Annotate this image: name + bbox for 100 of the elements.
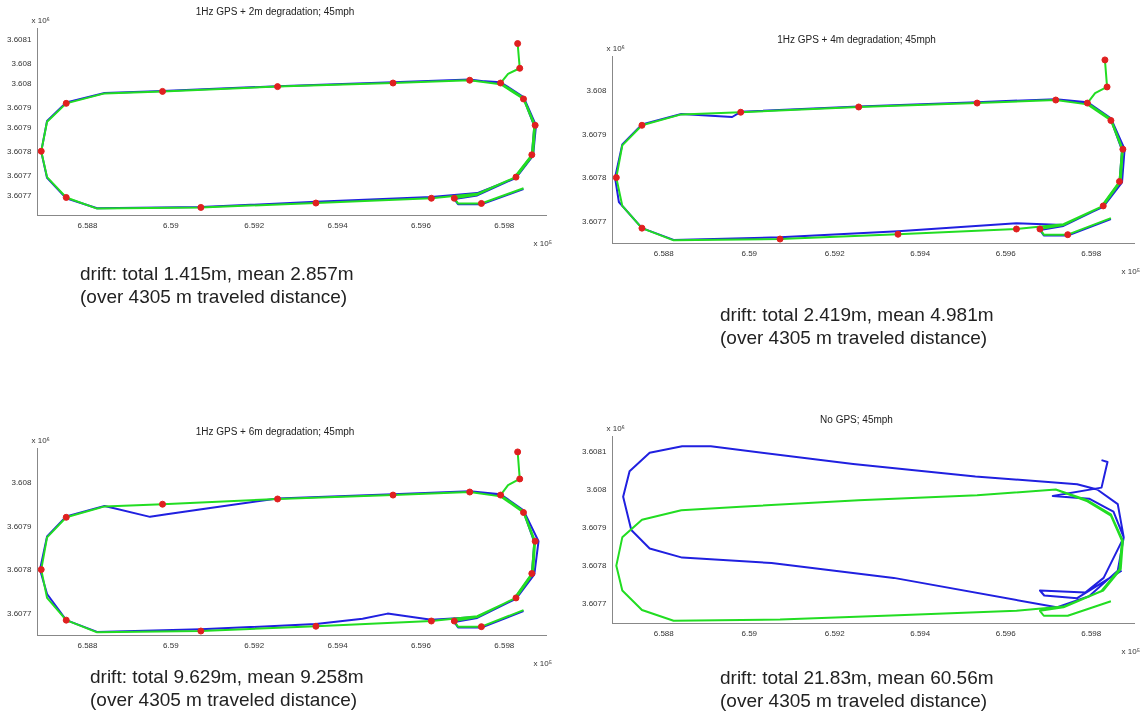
- point: [528, 570, 536, 578]
- point: [274, 83, 282, 91]
- x-tick-label: 6.588: [77, 221, 99, 231]
- x-tick-label: 6.594: [910, 629, 931, 639]
- x-tick-label: 6.588: [653, 629, 675, 639]
- text: (over 4305 m traveled distance): [720, 689, 988, 712]
- point: [737, 108, 745, 116]
- y-tick-label: 3.6078: [7, 146, 33, 156]
- point: [450, 194, 458, 202]
- text: (over 4305 m traveled distance): [90, 688, 358, 711]
- point: [62, 99, 70, 107]
- point: [855, 103, 863, 111]
- x-tick-label: 6.592: [244, 221, 265, 231]
- point: [519, 509, 527, 516]
- point: [776, 235, 784, 243]
- y-tick-label: 3.6079: [7, 122, 33, 132]
- point: [466, 488, 474, 496]
- point: [638, 224, 646, 232]
- point: [477, 623, 485, 631]
- y-tick-label: 3.6077: [582, 216, 608, 226]
- text: drift: total 2.419m, mean 4.981m: [720, 303, 994, 326]
- point: [159, 500, 167, 508]
- point: [37, 147, 45, 155]
- y-tick-label: 3.6077: [7, 170, 33, 180]
- point: [1064, 231, 1072, 239]
- x-axis-title: x 10⁵: [533, 238, 552, 248]
- x-tick-label: 6.594: [327, 221, 349, 231]
- point: [1052, 96, 1060, 104]
- x-tick-label: 6.598: [1081, 249, 1102, 259]
- y-tick-label: 3.608: [586, 86, 608, 96]
- y-tick-label: 3.6077: [7, 190, 33, 200]
- x-tick-label: 6.594: [327, 641, 349, 651]
- x-tick-label: 6.594: [910, 249, 931, 259]
- y-tick-label: 3.608: [11, 478, 33, 488]
- x-axis-title: x 10⁵: [1121, 646, 1140, 656]
- y-axis-title: x 10⁶: [606, 424, 625, 434]
- y-tick-label: 3.6077: [582, 599, 608, 609]
- x-tick-label: 6.592: [244, 641, 265, 651]
- point: [1115, 178, 1123, 186]
- text: drift: total 21.83m, mean 60.56m: [720, 666, 994, 689]
- y-tick-label: 3.608: [11, 59, 33, 69]
- point: [516, 475, 524, 483]
- chart-title: 1Hz GPS + 6m degradation; 45mph: [195, 425, 355, 437]
- y-tick-label: 3.6078: [7, 565, 33, 575]
- y-axis-title: x 10⁶: [606, 44, 625, 54]
- point: [1101, 56, 1109, 64]
- point: [477, 199, 485, 207]
- text: (over 4305 m traveled distance): [720, 326, 988, 349]
- x-tick-label: 6.598: [1081, 629, 1102, 639]
- y-tick-label: 3.6079: [7, 521, 33, 531]
- point: [512, 594, 520, 602]
- x-tick-label: 6.592: [824, 629, 846, 639]
- y-tick-label: 3.6081: [582, 446, 608, 456]
- point: [528, 151, 536, 159]
- y-tick-label: 3.608: [11, 79, 33, 89]
- x-axis-title: x 10⁵: [533, 658, 552, 668]
- point: [514, 40, 522, 48]
- y-tick-label: 3.6079: [582, 522, 608, 532]
- point: [516, 64, 524, 72]
- point: [312, 622, 320, 630]
- y-axis-title: x 10⁶: [31, 436, 50, 446]
- point: [427, 617, 435, 625]
- point: [197, 203, 205, 211]
- x-tick-label: 6.596: [410, 221, 432, 231]
- point: [638, 121, 646, 129]
- y-tick-label: 3.6079: [7, 102, 33, 112]
- point: [512, 173, 520, 181]
- text: (over 4305 m traveled distance): [80, 285, 348, 308]
- y-axis-title: x 10⁶: [31, 16, 50, 26]
- text: drift: total 9.629m, mean 9.258m: [90, 665, 364, 688]
- point: [1103, 83, 1111, 91]
- chart-title: 1Hz GPS + 4m degradation; 45mph: [777, 33, 936, 45]
- point: [159, 87, 167, 95]
- point: [62, 193, 70, 201]
- x-tick-label: 6.59: [741, 249, 758, 259]
- point: [427, 194, 435, 202]
- y-tick-label: 3.6078: [582, 173, 608, 183]
- point: [612, 174, 620, 182]
- point: [514, 448, 522, 456]
- x-tick-label: 6.592: [824, 249, 846, 259]
- x-tick-label: 6.598: [494, 221, 515, 231]
- text: drift: total 1.415m, mean 2.857m: [80, 262, 354, 285]
- point: [62, 513, 70, 521]
- point: [197, 627, 205, 635]
- x-tick-label: 6.596: [995, 629, 1017, 639]
- point: [37, 566, 45, 574]
- point: [1036, 225, 1044, 233]
- point: [1099, 202, 1107, 210]
- point: [466, 76, 474, 84]
- point: [1083, 99, 1091, 107]
- x-tick-label: 6.59: [741, 629, 758, 639]
- x-tick-label: 6.588: [77, 641, 99, 651]
- point: [62, 616, 70, 624]
- x-tick-label: 6.596: [410, 641, 432, 651]
- point: [973, 99, 981, 107]
- chart-title: No GPS; 45mph: [820, 413, 893, 425]
- x-tick-label: 6.59: [163, 641, 180, 651]
- point: [274, 495, 282, 503]
- point: [312, 199, 320, 207]
- y-tick-label: 3.6078: [582, 561, 608, 571]
